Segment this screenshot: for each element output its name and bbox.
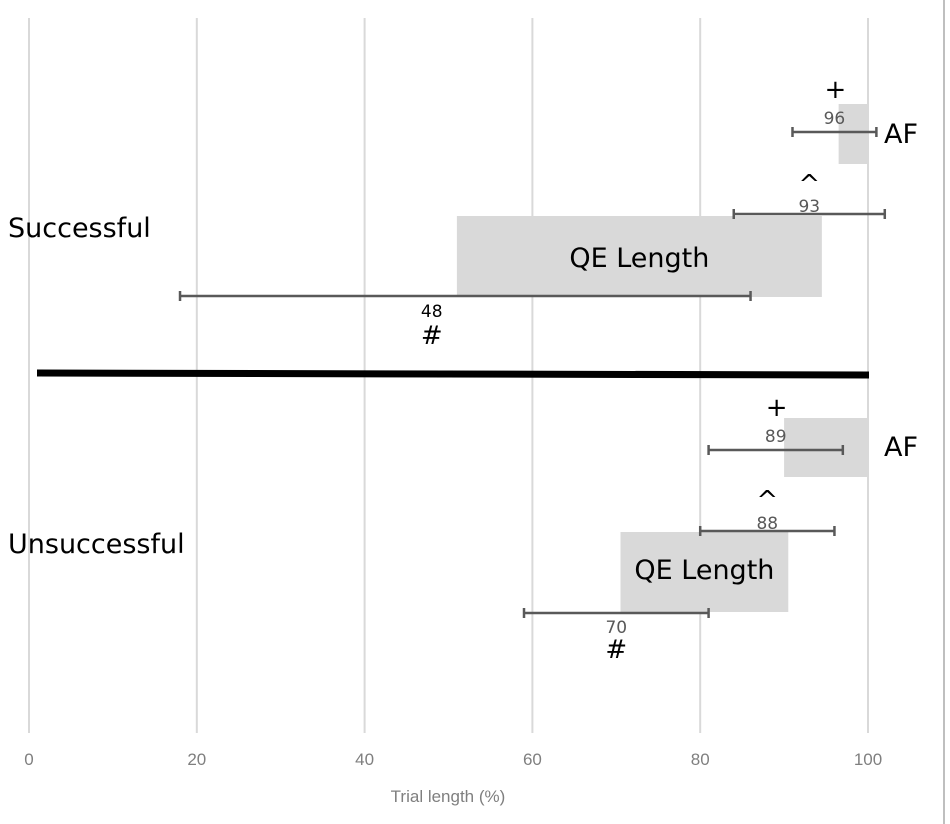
successful-qe-onset-value: 93: [798, 197, 820, 217]
unsuccessful-qe-duration-value: 70: [605, 618, 627, 638]
unsuccessful-af-value: 89: [765, 427, 787, 447]
unsuccessful-af-label: AF: [884, 432, 918, 463]
unsuccessful-qe-bar: [620, 532, 789, 612]
unsuccessful-af-bar: [784, 418, 868, 477]
group-successful: AF 96 + QE Length 93^ 48#: [178, 75, 918, 351]
group-label-unsuccessful: Unsuccessful: [8, 529, 185, 560]
unsuccessful-qe-duration-symbol: #: [605, 635, 627, 665]
successful-qe-duration-symbol: #: [421, 321, 443, 351]
unsuccessful-qe-label: QE Length: [634, 555, 774, 586]
unsuccessful-qe-onset-value: 88: [756, 514, 778, 534]
successful-qe-duration-value: 48: [421, 302, 443, 322]
successful-af-bar: [838, 104, 868, 164]
group-unsuccessful: AF 89 + QE Length 88^ 70#: [522, 393, 918, 665]
unsuccessful-af-symbol: +: [766, 393, 788, 423]
successful-af-label: AF: [884, 119, 918, 150]
x-tick-label-80: 80: [691, 750, 710, 769]
x-axis-ticks: 0 20 40 60 80 100: [24, 750, 882, 769]
successful-af-value: 96: [824, 109, 846, 129]
successful-af-symbol: +: [825, 75, 847, 105]
successful-qe-onset-symbol: ^: [798, 170, 820, 200]
x-tick-label-20: 20: [187, 750, 206, 769]
x-tick-label-100: 100: [854, 750, 882, 769]
x-axis-title: Trial length (%): [391, 787, 506, 806]
unsuccessful-qe-onset-symbol: ^: [756, 486, 778, 516]
x-tick-label-40: 40: [355, 750, 374, 769]
x-tick-label-60: 60: [523, 750, 542, 769]
successful-qe-label: QE Length: [569, 243, 709, 274]
group-label-successful: Successful: [8, 213, 151, 244]
group-divider: [36, 369, 870, 379]
x-tick-label-0: 0: [24, 750, 33, 769]
successful-qe-bar: [456, 216, 822, 297]
